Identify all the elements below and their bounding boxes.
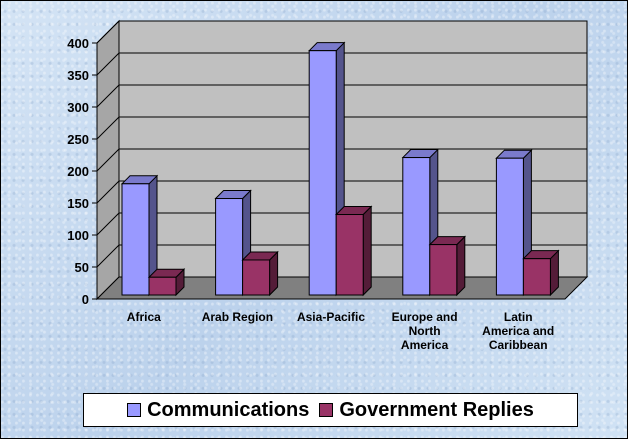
gridline bbox=[96, 84, 587, 108]
y-tick-label: 350 bbox=[67, 68, 89, 83]
bar-front bbox=[308, 50, 337, 296]
gridline bbox=[96, 20, 587, 44]
y-tick-label: 300 bbox=[67, 100, 89, 115]
y-tick-label: 0 bbox=[82, 292, 89, 307]
legend-swatch-government-replies bbox=[319, 403, 334, 417]
y-tick-label: 250 bbox=[67, 132, 89, 147]
x-label-line: America bbox=[401, 338, 449, 352]
axes bbox=[92, 42, 98, 300]
x-label-line: Caribbean bbox=[489, 338, 548, 352]
x-label-line: Arab Region bbox=[202, 310, 273, 324]
gridline bbox=[96, 148, 587, 172]
bar-front bbox=[429, 244, 458, 296]
x-label-africa: Africa bbox=[127, 310, 161, 324]
legend: Communications Government Replies bbox=[83, 393, 578, 427]
bar-front bbox=[215, 198, 244, 296]
x-label-latin-america-and-caribbean: Latin America and Caribbean bbox=[482, 310, 554, 352]
legend-label-government-replies: Government Replies bbox=[339, 398, 534, 421]
bar-government-replies-latin-america-and-caribbean bbox=[522, 249, 560, 297]
x-label-line: Europe and bbox=[392, 310, 458, 324]
x-label-europe-and-north-america: Europe and North America bbox=[392, 310, 458, 352]
bar-government-replies-arab-region bbox=[241, 250, 279, 297]
y-tick-label: 200 bbox=[67, 164, 89, 179]
bar-side bbox=[362, 205, 372, 297]
x-label-line: Latin bbox=[504, 310, 533, 324]
bar-front bbox=[148, 276, 177, 296]
bar-front bbox=[522, 258, 551, 296]
legend-item-government-replies: Government Replies bbox=[319, 399, 534, 422]
bar-side bbox=[456, 235, 466, 297]
bar-front bbox=[242, 259, 271, 296]
x-label-arab-region: Arab Region bbox=[202, 310, 273, 324]
bar-front bbox=[495, 157, 524, 296]
bar-government-replies-asia-pacific bbox=[334, 205, 373, 297]
x-label-line: America and bbox=[482, 324, 554, 338]
legend-label-communications: Communications bbox=[147, 398, 310, 421]
gridline bbox=[96, 116, 587, 140]
bars bbox=[120, 41, 560, 297]
bar-government-replies-africa bbox=[147, 268, 186, 297]
gridline bbox=[96, 52, 587, 76]
y-axis-tick-labels: 0 50 100 150 200 250 300 350 400 bbox=[67, 36, 89, 307]
x-label-line: Africa bbox=[127, 310, 161, 324]
bar-front bbox=[402, 157, 431, 296]
x-label-line: North bbox=[409, 324, 441, 338]
bar-front bbox=[335, 214, 364, 296]
bar-government-replies-europe-and-north-america bbox=[428, 235, 467, 297]
y-tick-label: 150 bbox=[67, 196, 89, 211]
legend-item-communications: Communications bbox=[127, 399, 309, 422]
bar-communications-africa bbox=[120, 174, 159, 297]
x-label-line: Asia-Pacific bbox=[297, 310, 365, 324]
y-tick-label: 50 bbox=[75, 260, 89, 275]
bar-front bbox=[121, 183, 150, 296]
y-tick-label: 100 bbox=[67, 228, 89, 243]
x-label-asia-pacific: Asia-Pacific bbox=[297, 310, 365, 324]
y-tick-label: 400 bbox=[67, 36, 89, 51]
legend-swatch-communications bbox=[127, 403, 142, 417]
x-axis-category-labels: Africa Arab Region Asia-Pacific Europe and N… bbox=[127, 310, 554, 352]
